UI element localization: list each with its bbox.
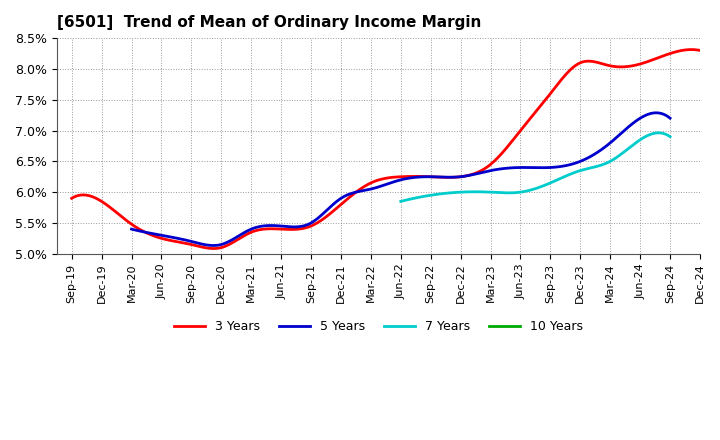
Text: [6501]  Trend of Mean of Ordinary Income Margin: [6501] Trend of Mean of Ordinary Income … [57,15,481,30]
Legend: 3 Years, 5 Years, 7 Years, 10 Years: 3 Years, 5 Years, 7 Years, 10 Years [168,315,588,338]
